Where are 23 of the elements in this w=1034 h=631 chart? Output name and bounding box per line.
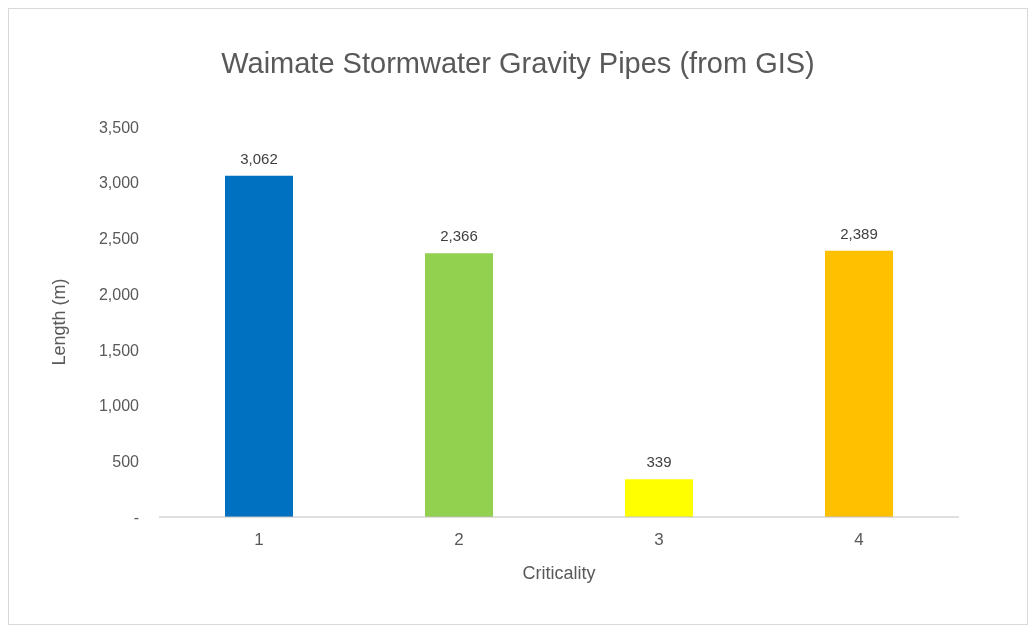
- y-tick-label: -: [133, 508, 139, 526]
- x-tick-label: 2: [454, 530, 464, 550]
- y-tick-label: 3,000: [98, 174, 140, 192]
- data-label: 2,366: [440, 227, 478, 245]
- y-tick-label: 500: [112, 452, 140, 470]
- bar: [225, 175, 293, 517]
- y-tick-label: 2,000: [98, 285, 140, 303]
- chart-title: Waimate Stormwater Gravity Pipes (from GIS): [220, 47, 816, 80]
- x-tick-label: 1: [254, 530, 264, 550]
- bar: [625, 479, 693, 517]
- y-tick-label: 1,000: [98, 397, 140, 415]
- y-axis-title: Length (m): [49, 278, 70, 366]
- data-label: 3,062: [240, 149, 278, 167]
- y-tick-label: 3,500: [98, 118, 140, 136]
- data-label: 2,389: [840, 224, 878, 242]
- bar: [825, 250, 893, 517]
- data-label: 339: [646, 453, 672, 471]
- x-tick-label: 4: [854, 530, 864, 550]
- bar: [425, 253, 493, 517]
- x-axis-title: Criticality: [522, 563, 596, 583]
- x-tick-label: 3: [654, 530, 664, 550]
- y-tick-label: 2,500: [98, 230, 140, 248]
- y-tick-label: 1,500: [98, 341, 140, 359]
